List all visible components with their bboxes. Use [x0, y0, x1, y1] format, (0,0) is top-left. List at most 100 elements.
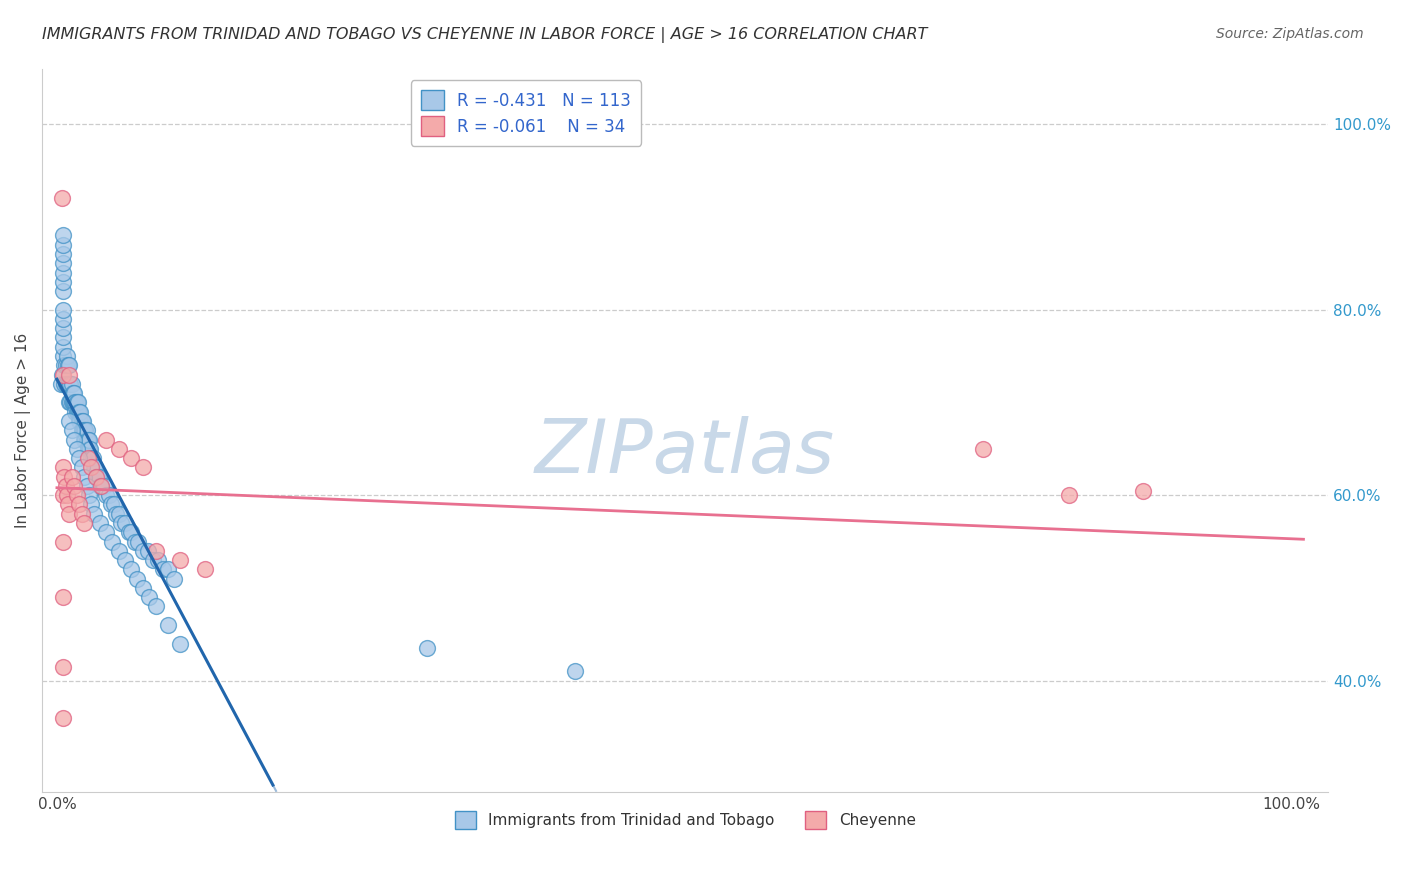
Point	[124, 534, 146, 549]
Point	[114, 516, 136, 530]
Point	[65, 405, 87, 419]
Point	[120, 451, 142, 466]
Point	[96, 488, 118, 502]
Point	[120, 525, 142, 540]
Point	[127, 534, 149, 549]
Point	[73, 516, 96, 530]
Point	[145, 599, 167, 614]
Point	[76, 423, 98, 437]
Point	[90, 479, 112, 493]
Point	[146, 553, 169, 567]
Point	[58, 414, 80, 428]
Point	[73, 469, 96, 483]
Point	[69, 405, 91, 419]
Point	[63, 479, 86, 493]
Point	[66, 405, 89, 419]
Point	[103, 498, 125, 512]
Point	[56, 376, 79, 391]
Text: IMMIGRANTS FROM TRINIDAD AND TOBAGO VS CHEYENNE IN LABOR FORCE | AGE > 16 CORREL: IMMIGRANTS FROM TRINIDAD AND TOBAGO VS C…	[42, 27, 928, 43]
Point	[56, 349, 79, 363]
Point	[51, 368, 73, 382]
Point	[67, 451, 90, 466]
Y-axis label: In Labor Force | Age > 16: In Labor Force | Age > 16	[15, 333, 31, 528]
Point	[75, 423, 97, 437]
Point	[83, 507, 105, 521]
Point	[69, 414, 91, 428]
Point	[63, 433, 86, 447]
Point	[52, 228, 75, 243]
Point	[73, 423, 96, 437]
Point	[56, 498, 79, 512]
Point	[52, 340, 75, 354]
Point	[132, 581, 155, 595]
Point	[53, 376, 76, 391]
Point	[66, 442, 89, 456]
Point	[58, 368, 80, 382]
Point	[101, 534, 124, 549]
Point	[52, 266, 75, 280]
Point	[60, 376, 83, 391]
Point	[156, 618, 179, 632]
Point	[169, 636, 191, 650]
Point	[86, 469, 108, 483]
Point	[107, 544, 129, 558]
Point	[89, 479, 111, 493]
Point	[82, 451, 104, 466]
Point	[77, 433, 100, 447]
Point	[62, 386, 84, 401]
Point	[73, 433, 96, 447]
Point	[114, 553, 136, 567]
Point	[53, 469, 76, 483]
Point	[59, 395, 82, 409]
Point	[416, 641, 439, 656]
Point	[76, 442, 98, 456]
Point	[52, 275, 75, 289]
Point	[76, 433, 98, 447]
Point	[70, 423, 93, 437]
Text: ZIPatlas: ZIPatlas	[536, 416, 835, 488]
Point	[120, 562, 142, 576]
Point	[63, 386, 86, 401]
Point	[67, 405, 90, 419]
Point	[52, 368, 75, 382]
Point	[142, 553, 165, 567]
Point	[77, 442, 100, 456]
Point	[75, 433, 97, 447]
Point	[66, 395, 89, 409]
Point	[70, 507, 93, 521]
Point	[72, 414, 94, 428]
Point	[152, 562, 174, 576]
Point	[60, 423, 83, 437]
Point	[55, 376, 77, 391]
Point	[56, 359, 79, 373]
Point	[58, 359, 80, 373]
Point	[56, 488, 79, 502]
Point	[107, 442, 129, 456]
Point	[83, 460, 105, 475]
Point	[145, 544, 167, 558]
Point	[96, 525, 118, 540]
Point	[52, 302, 75, 317]
Point	[972, 442, 994, 456]
Point	[96, 433, 118, 447]
Point	[72, 423, 94, 437]
Point	[52, 534, 75, 549]
Point	[77, 488, 100, 502]
Point	[58, 395, 80, 409]
Point	[84, 460, 107, 475]
Point	[1132, 483, 1154, 498]
Point	[67, 414, 90, 428]
Point	[63, 395, 86, 409]
Point	[52, 284, 75, 298]
Point	[564, 665, 586, 679]
Point	[66, 405, 89, 419]
Point	[66, 488, 89, 502]
Point	[194, 562, 217, 576]
Point	[86, 469, 108, 483]
Point	[62, 395, 84, 409]
Point	[100, 498, 122, 512]
Point	[80, 498, 103, 512]
Point	[107, 507, 129, 521]
Point	[169, 553, 191, 567]
Point	[55, 479, 77, 493]
